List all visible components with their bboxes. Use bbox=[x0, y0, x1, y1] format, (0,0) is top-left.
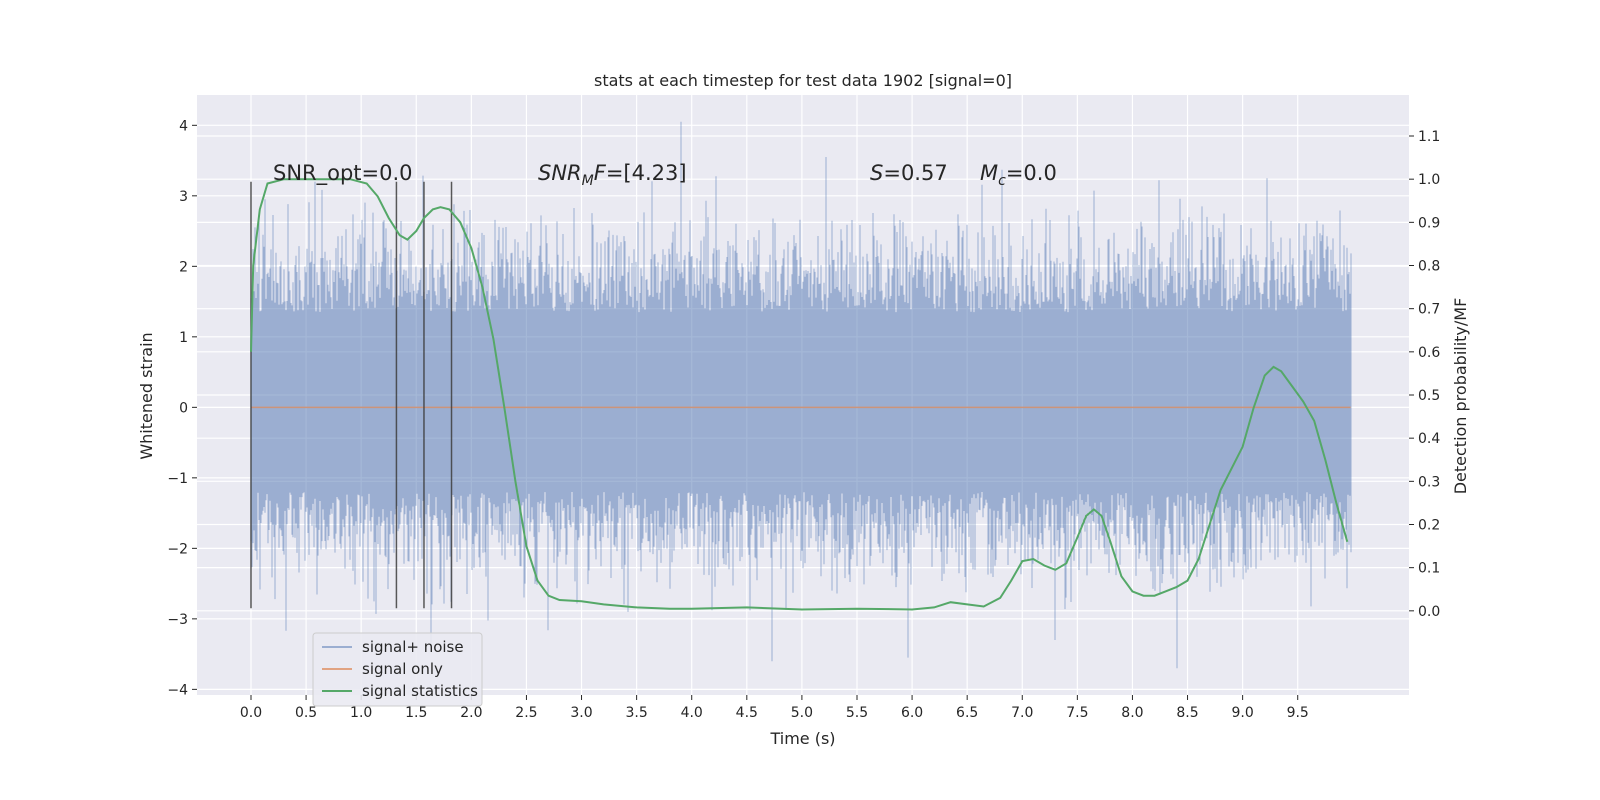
y2-axis-label: Detection probability/MF bbox=[1451, 298, 1470, 495]
x-tick-label: 0.0 bbox=[240, 705, 262, 721]
y2-axis-ticks: 1.1 1.0 0.9 0.8 0.7 0.6 0.5 0.4 0.3 0.2 0.1 0.0 bbox=[1409, 129, 1440, 620]
x-tick-label: 6.5 bbox=[956, 705, 978, 721]
y-tick-label: 0 bbox=[179, 400, 188, 416]
x-tick-label: 2.0 bbox=[460, 705, 482, 721]
y2-tick-label: 0.7 bbox=[1418, 302, 1440, 318]
x-tick-label: 4.5 bbox=[736, 705, 758, 721]
y-axis-ticks: 4 3 2 1 0 −1 −2 −3 −4 bbox=[167, 118, 197, 698]
annotation-s: S=0.57 bbox=[870, 161, 948, 185]
x-axis-ticks: 0.0 0.5 1.0 1.5 2.0 2.5 3.0 3.5 4.0 4.5 5.0 5.5 6.0 6… bbox=[240, 695, 1309, 721]
x-axis-label: Time (s) bbox=[769, 729, 835, 748]
y2-tick-label: 0.0 bbox=[1418, 604, 1440, 620]
x-tick-label: 2.5 bbox=[515, 705, 537, 721]
x-tick-label: 0.5 bbox=[295, 705, 317, 721]
x-tick-label: 3.5 bbox=[625, 705, 647, 721]
y-tick-label: 2 bbox=[179, 259, 188, 275]
x-tick-label: 5.0 bbox=[791, 705, 813, 721]
annotation-mc: Mc=0.0 bbox=[980, 161, 1057, 189]
x-tick-label: 8.5 bbox=[1176, 705, 1198, 721]
chart-title: stats at each timestep for test data 190… bbox=[594, 71, 1012, 90]
x-tick-label: 6.0 bbox=[901, 705, 923, 721]
series-signal-statistics bbox=[250, 178, 1349, 611]
x-tick-label: 4.0 bbox=[681, 705, 703, 721]
y-tick-label: 4 bbox=[179, 118, 188, 134]
y-tick-label: −2 bbox=[167, 541, 188, 557]
x-tick-label: 1.5 bbox=[405, 705, 427, 721]
legend-box bbox=[312, 632, 483, 707]
x-tick-label: 8.0 bbox=[1121, 705, 1143, 721]
plot-area bbox=[197, 95, 1409, 695]
vertical-markers bbox=[250, 181, 453, 609]
x-tick-label: 1.0 bbox=[350, 705, 372, 721]
y2-tick-label: 0.6 bbox=[1418, 345, 1440, 361]
y2-tick-label: 0.9 bbox=[1418, 215, 1440, 231]
annotation-snr-mf: SNRMF=[4.23] bbox=[538, 161, 687, 189]
y-tick-label: −1 bbox=[167, 471, 188, 487]
legend: signal+ noise signal only signal statist… bbox=[312, 632, 483, 707]
y2-tick-label: 0.3 bbox=[1418, 474, 1440, 490]
y-tick-label: −4 bbox=[167, 682, 188, 698]
y-tick-label: 1 bbox=[179, 330, 188, 346]
y-tick-label: 3 bbox=[179, 189, 188, 205]
y-axis-label: Whitened strain bbox=[137, 332, 156, 459]
y2-tick-label: 0.8 bbox=[1418, 259, 1440, 275]
y-tick-label: −3 bbox=[167, 612, 188, 628]
legend-label-signal-statistics: signal statistics bbox=[362, 682, 478, 700]
y2-tick-label: 1.0 bbox=[1418, 172, 1440, 188]
x-tick-label: 5.5 bbox=[846, 705, 868, 721]
legend-label-signal-noise: signal+ noise bbox=[362, 638, 464, 656]
x-tick-label: 9.0 bbox=[1231, 705, 1253, 721]
y2-tick-label: 0.4 bbox=[1418, 431, 1440, 447]
y2-tick-label: 0.5 bbox=[1418, 388, 1440, 404]
x-tick-label: 9.5 bbox=[1287, 705, 1309, 721]
annotation-snr-opt: SNR_opt=0.0 bbox=[273, 161, 413, 186]
x-tick-label: 7.0 bbox=[1011, 705, 1033, 721]
y2-tick-label: 0.1 bbox=[1418, 561, 1440, 577]
y2-tick-label: 1.1 bbox=[1418, 129, 1440, 145]
y2-tick-label: 0.2 bbox=[1418, 517, 1440, 533]
legend-label-signal-only: signal only bbox=[362, 660, 443, 678]
x-tick-label: 3.0 bbox=[570, 705, 592, 721]
annotations: SNR_opt=0.0 SNRMF=[4.23] S=0.57 Mc=0.0 bbox=[273, 161, 1057, 189]
x-tick-label: 7.5 bbox=[1066, 705, 1088, 721]
